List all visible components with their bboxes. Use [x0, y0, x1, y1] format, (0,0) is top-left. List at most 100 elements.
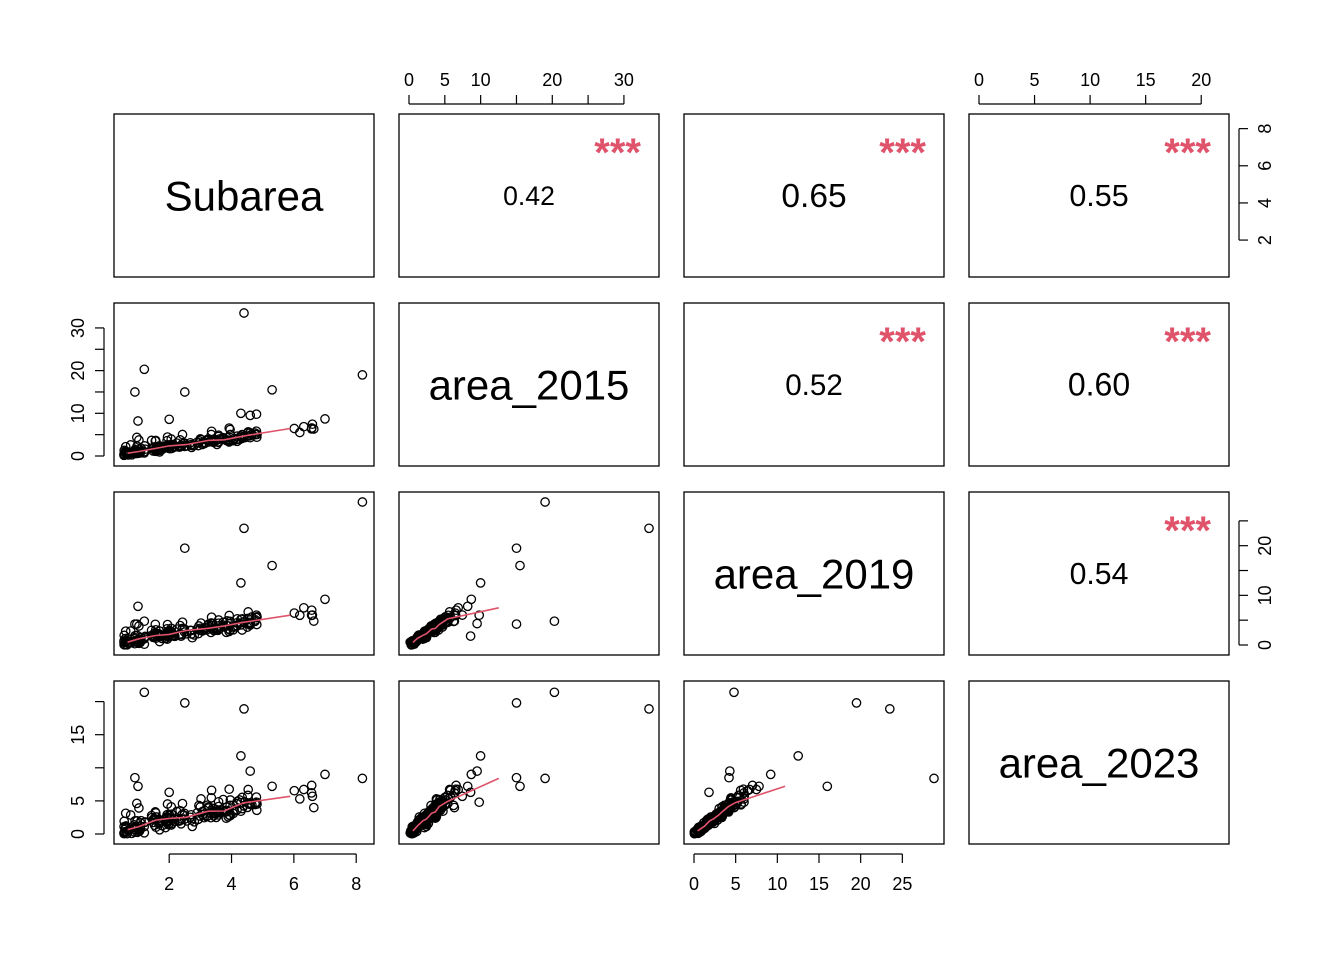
- data-point: [134, 803, 144, 813]
- correlation-value-0-3: 0.55: [1069, 179, 1128, 213]
- data-point: [151, 822, 161, 833]
- data-point: [182, 628, 192, 639]
- data-point: [357, 773, 368, 784]
- data-point: [239, 704, 249, 714]
- data-point: [267, 781, 277, 792]
- data-point: [202, 620, 213, 631]
- data-point: [308, 802, 319, 813]
- tick-label: 0: [404, 70, 414, 90]
- data-point: [308, 616, 319, 626]
- data-point: [119, 635, 129, 646]
- data-point: [129, 820, 140, 830]
- significance-stars-0-2: ***: [879, 131, 926, 175]
- panel-frame-3-0: [113, 680, 375, 845]
- tick-label: 0: [68, 451, 88, 461]
- data-point: [236, 751, 246, 761]
- data-point: [160, 822, 171, 833]
- tick-label: 10: [1255, 585, 1275, 605]
- significance-stars-2-3: ***: [1164, 509, 1211, 553]
- panel-frame-3-1: [398, 680, 660, 845]
- smoother-line-3-1: [412, 777, 500, 832]
- data-point: [408, 822, 419, 833]
- tick-label: 15: [1136, 70, 1156, 90]
- data-point: [466, 594, 477, 605]
- data-point: [320, 414, 330, 424]
- data-point: [735, 785, 746, 796]
- data-point: [130, 772, 140, 783]
- data-point: [225, 810, 236, 821]
- tick-label: 4: [227, 874, 237, 894]
- data-point: [224, 784, 235, 795]
- data-point: [119, 816, 130, 827]
- significance-stars-1-3: ***: [1164, 320, 1211, 364]
- data-point: [475, 578, 486, 588]
- variable-label-area_2015: area_2015: [429, 362, 630, 409]
- data-point: [245, 410, 256, 421]
- data-point: [540, 497, 550, 507]
- data-point: [421, 628, 432, 639]
- data-point: [213, 796, 224, 807]
- tick-label: 0: [974, 70, 984, 90]
- data-point: [139, 364, 150, 375]
- data-point: [793, 751, 804, 761]
- panel-frame-3-2: [683, 680, 945, 845]
- tick-label: 20: [68, 361, 88, 381]
- tick-label: 8: [351, 874, 361, 894]
- variable-label-Subarea: Subarea: [165, 173, 324, 220]
- data-point: [511, 543, 522, 554]
- data-point: [884, 704, 895, 714]
- data-point: [472, 766, 482, 776]
- panel-frame-3-3: [968, 680, 1230, 845]
- correlation-value-1-2: 0.52: [785, 369, 843, 402]
- panel-frame-1-0: [113, 302, 375, 467]
- data-point: [130, 387, 140, 397]
- data-point: [131, 798, 142, 809]
- data-point: [251, 610, 262, 621]
- tick-label: 6: [289, 874, 299, 894]
- data-point: [199, 438, 210, 449]
- data-point: [237, 803, 247, 814]
- panel-frame-0-3: [968, 113, 1230, 278]
- smoother-line-3-0: [127, 795, 291, 831]
- tick-label: 2: [1255, 235, 1275, 245]
- data-point: [133, 601, 143, 612]
- data-point: [289, 785, 300, 796]
- tick-label: 10: [471, 70, 491, 90]
- data-point: [714, 803, 725, 814]
- data-point: [139, 687, 150, 698]
- smoother-line-1-0: [127, 427, 291, 454]
- data-point: [475, 751, 486, 761]
- correlation-value-1-3: 0.60: [1068, 367, 1130, 403]
- tick-label: 10: [68, 403, 88, 423]
- panel-frame-0-0: [113, 113, 375, 278]
- panel-frame-2-1: [398, 491, 660, 656]
- data-point: [236, 578, 246, 588]
- data-point: [511, 619, 522, 629]
- data-point: [822, 781, 833, 792]
- data-point: [320, 594, 330, 605]
- panel-frame-1-2: [683, 302, 945, 467]
- data-point: [224, 423, 235, 433]
- data-point: [472, 618, 482, 629]
- data-point: [420, 815, 431, 826]
- data-point: [236, 408, 246, 419]
- correlation-value-0-2: 0.65: [781, 178, 846, 215]
- data-point: [462, 781, 473, 792]
- data-point: [202, 800, 213, 811]
- data-point: [206, 792, 217, 803]
- data-point: [245, 766, 256, 776]
- tick-label: 30: [614, 70, 634, 90]
- data-point: [228, 622, 238, 632]
- tick-label: 10: [1080, 70, 1100, 90]
- smoother-line-3-2: [697, 785, 786, 832]
- tick-label: 5: [1030, 70, 1040, 90]
- data-point: [465, 631, 476, 641]
- data-point: [451, 780, 461, 791]
- data-point: [408, 637, 419, 647]
- data-point: [139, 827, 150, 838]
- data-point: [139, 616, 150, 627]
- smoother-line-2-1: [412, 607, 499, 644]
- data-point: [515, 781, 525, 792]
- data-point: [225, 625, 236, 635]
